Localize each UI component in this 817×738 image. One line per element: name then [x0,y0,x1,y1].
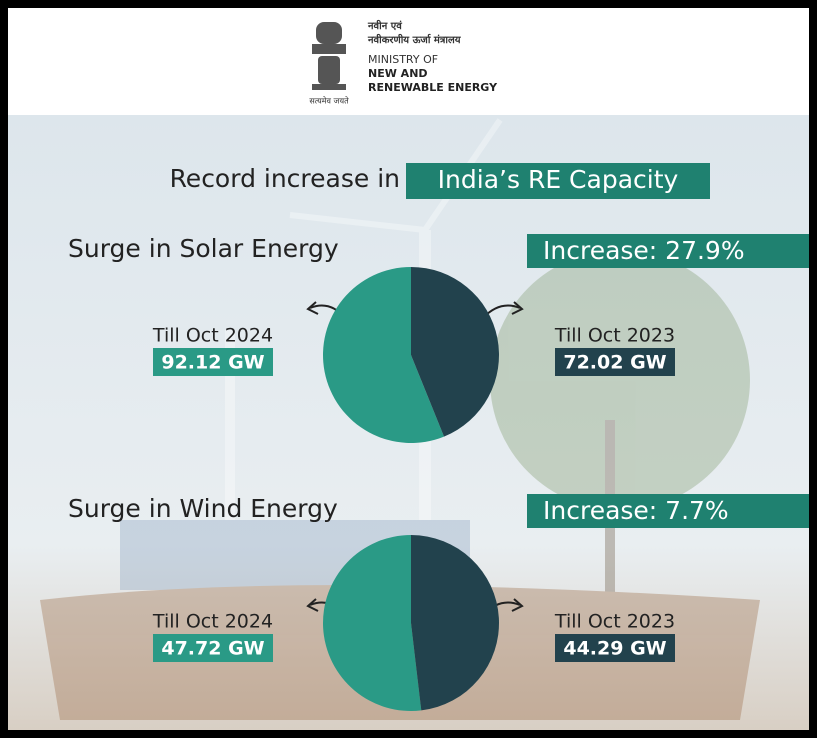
value-label: 72.02 GW [563,352,666,374]
ministry-line: MINISTRY OF [368,53,438,66]
ministry-line: RENEWABLE ENERGY [368,81,498,94]
ministry-line: NEW AND [368,67,428,80]
annotation: Increase: 27.9% [543,236,745,265]
category-label: Till Oct 2024 [152,325,273,347]
chart-title: Surge in Wind Energy [68,494,338,523]
category-label: Till Oct 2024 [152,611,273,633]
chart-title: Surge in Solar Energy [68,234,339,263]
value-label: 47.72 GW [161,638,264,660]
ministry-line: नवीकरणीय ऊर्जा मंत्रालय [367,33,462,46]
motto: सत्यमेव जयते [309,96,349,106]
headline-highlight: India’s RE Capacity [438,165,679,194]
value-label: 92.12 GW [161,352,264,374]
infographic: सत्यमेव जयते नवीन एवं नवीकरणीय ऊर्जा मंत… [0,0,817,738]
category-label: Till Oct 2023 [554,611,675,633]
headline: Record increase in [170,164,400,193]
value-label: 44.29 GW [563,638,666,660]
annotation: Increase: 7.7% [543,496,729,525]
ministry-line: नवीन एवं [367,19,402,32]
category-label: Till Oct 2023 [554,325,675,347]
